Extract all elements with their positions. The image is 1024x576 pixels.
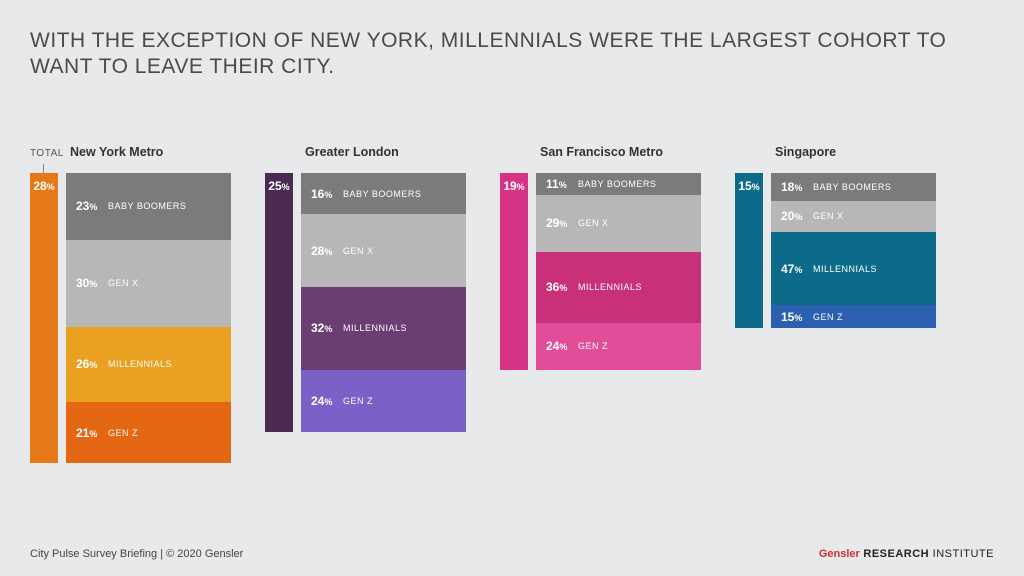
- segment: 47%MILLENNIALS: [771, 232, 936, 305]
- segment-label: GEN X: [578, 218, 609, 228]
- segment: 26%MILLENNIALS: [66, 327, 231, 402]
- segment-pct: 47%: [781, 262, 813, 276]
- segment-pct: 24%: [546, 339, 578, 353]
- segment: 32%MILLENNIALS: [301, 287, 466, 370]
- brand-institute: INSTITUTE: [933, 548, 994, 560]
- city-title: San Francisco Metro: [540, 145, 701, 159]
- segment: 18%BABY BOOMERS: [771, 173, 936, 201]
- segment: 21%GEN Z: [66, 402, 231, 463]
- segment: 30%GEN X: [66, 240, 231, 327]
- segment-label: BABY BOOMERS: [813, 182, 891, 192]
- segment-pct: 29%: [546, 216, 578, 230]
- city-body: 25%16%BABY BOOMERS28%GEN X32%MILLENNIALS…: [265, 173, 466, 432]
- total-pct: 28%: [33, 179, 54, 193]
- segment: 36%MILLENNIALS: [536, 252, 701, 323]
- segment-pct: 36%: [546, 280, 578, 294]
- segments: 23%BABY BOOMERS30%GEN X26%MILLENNIALS21%…: [66, 173, 231, 463]
- segment-pct: 18%: [781, 180, 813, 194]
- segment-label: MILLENNIALS: [343, 323, 407, 333]
- segment-pct: 21%: [76, 426, 108, 440]
- city-body: 15%18%BABY BOOMERS20%GEN X47%MILLENNIALS…: [735, 173, 936, 328]
- segments: 16%BABY BOOMERS28%GEN X32%MILLENNIALS24%…: [301, 173, 466, 432]
- city-body: 19%11%BABY BOOMERS29%GEN X36%MILLENNIALS…: [500, 173, 701, 370]
- segment-label: GEN Z: [343, 396, 373, 406]
- brand-research: RESEARCH: [860, 548, 933, 560]
- city-chart: San Francisco Metro19%11%BABY BOOMERS29%…: [500, 145, 701, 370]
- segment-pct: 16%: [311, 187, 343, 201]
- page-title: WITH THE EXCEPTION OF NEW YORK, MILLENNI…: [30, 28, 994, 81]
- segment-label: BABY BOOMERS: [578, 179, 656, 189]
- segment-label: MILLENNIALS: [813, 264, 877, 274]
- city-chart: Singapore15%18%BABY BOOMERS20%GEN X47%MI…: [735, 145, 936, 328]
- city-chart: Greater London25%16%BABY BOOMERS28%GEN X…: [265, 145, 466, 432]
- charts-container: New York Metro28%23%BABY BOOMERS30%GEN X…: [30, 145, 936, 463]
- total-pct: 19%: [503, 179, 524, 193]
- segment-label: MILLENNIALS: [108, 359, 172, 369]
- segment-pct: 32%: [311, 321, 343, 335]
- segment-pct: 20%: [781, 209, 813, 223]
- segment: 20%GEN X: [771, 201, 936, 232]
- total-bar: 19%: [500, 173, 528, 370]
- total-pct: 15%: [738, 179, 759, 193]
- segment: 24%GEN Z: [301, 370, 466, 432]
- segment-label: GEN X: [343, 246, 374, 256]
- segment-pct: 15%: [781, 310, 813, 324]
- segment-label: BABY BOOMERS: [343, 189, 421, 199]
- segment-label: GEN Z: [813, 312, 843, 322]
- segment-pct: 28%: [311, 244, 343, 258]
- segment-label: GEN Z: [578, 341, 608, 351]
- city-title: Greater London: [305, 145, 466, 159]
- segment-pct: 24%: [311, 394, 343, 408]
- segment: 23%BABY BOOMERS: [66, 173, 231, 240]
- segment: 15%GEN Z: [771, 305, 936, 328]
- segments: 11%BABY BOOMERS29%GEN X36%MILLENNIALS24%…: [536, 173, 701, 370]
- segment-label: GEN Z: [108, 428, 138, 438]
- city-body: 28%23%BABY BOOMERS30%GEN X26%MILLENNIALS…: [30, 173, 231, 463]
- segment-label: GEN X: [108, 278, 139, 288]
- footer: City Pulse Survey Briefing | © 2020 Gens…: [30, 548, 994, 560]
- footer-left: City Pulse Survey Briefing | © 2020 Gens…: [30, 548, 243, 560]
- segment-pct: 11%: [546, 177, 578, 191]
- segment: 16%BABY BOOMERS: [301, 173, 466, 214]
- total-bar: 15%: [735, 173, 763, 328]
- segment: 11%BABY BOOMERS: [536, 173, 701, 195]
- total-bar: 28%: [30, 173, 58, 463]
- total-pct: 25%: [268, 179, 289, 193]
- segment-label: BABY BOOMERS: [108, 201, 186, 211]
- segment: 28%GEN X: [301, 214, 466, 287]
- footer-brand: Gensler RESEARCH INSTITUTE: [819, 548, 994, 560]
- city-title: Singapore: [775, 145, 936, 159]
- city-title: New York Metro: [70, 145, 231, 159]
- total-bar: 25%: [265, 173, 293, 432]
- segment-pct: 30%: [76, 276, 108, 290]
- segments: 18%BABY BOOMERS20%GEN X47%MILLENNIALS15%…: [771, 173, 936, 328]
- segment-pct: 26%: [76, 357, 108, 371]
- segment-label: GEN X: [813, 211, 844, 221]
- segment: 24%GEN Z: [536, 323, 701, 370]
- segment: 29%GEN X: [536, 195, 701, 252]
- segment-label: MILLENNIALS: [578, 282, 642, 292]
- segment-pct: 23%: [76, 199, 108, 213]
- brand-gensler: Gensler: [819, 548, 860, 560]
- city-chart: New York Metro28%23%BABY BOOMERS30%GEN X…: [30, 145, 231, 463]
